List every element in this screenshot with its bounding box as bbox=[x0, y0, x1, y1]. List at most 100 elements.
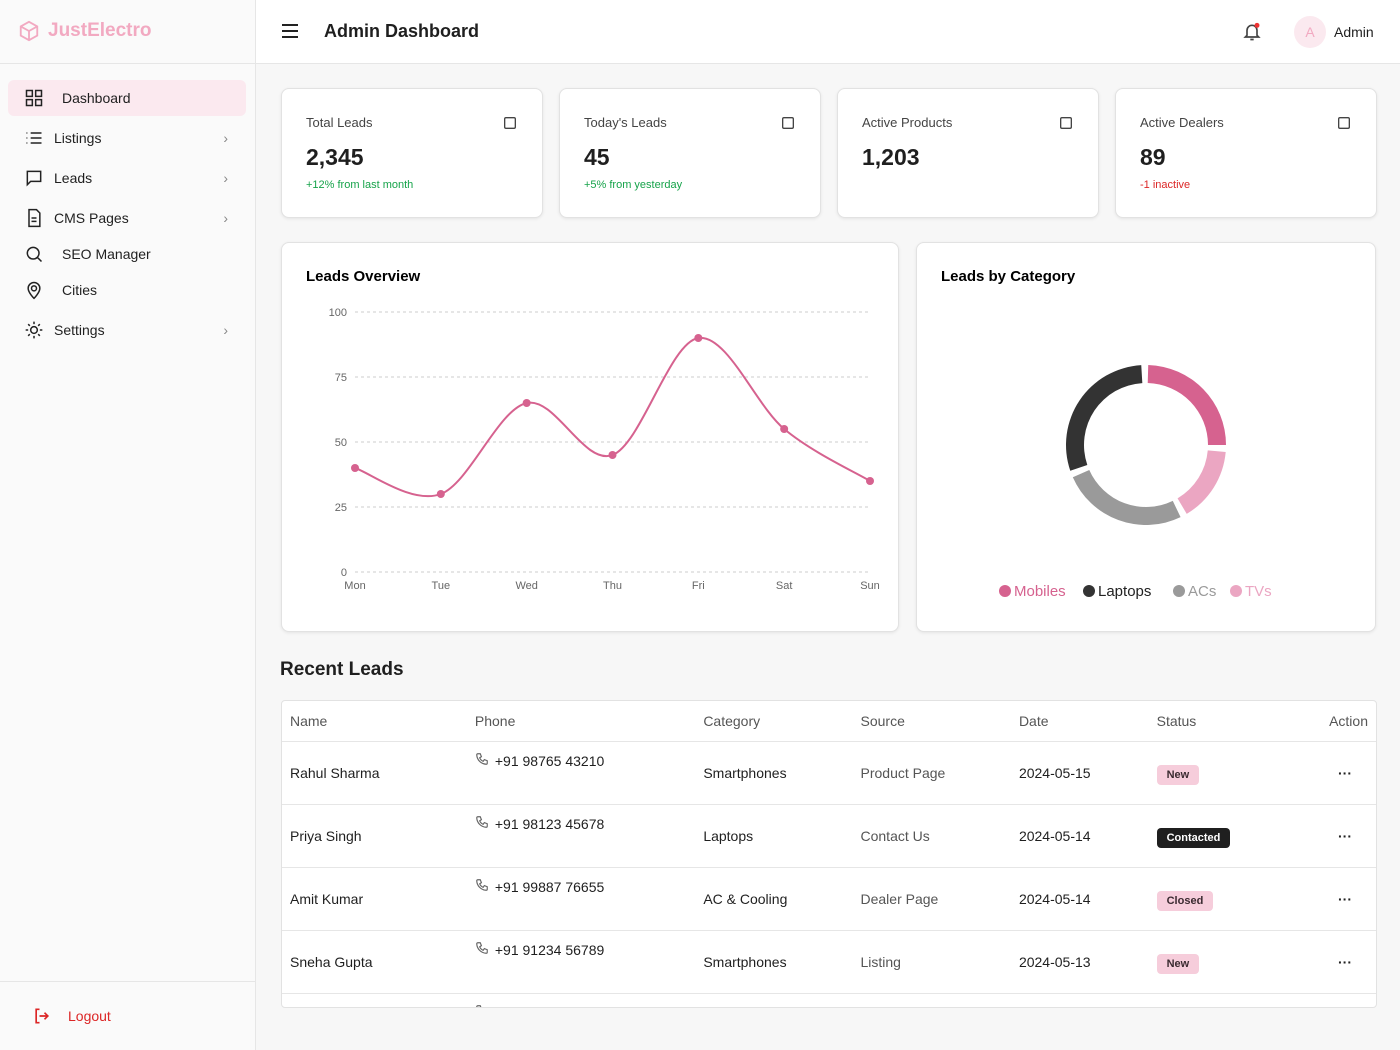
action-cell[interactable]: ··· bbox=[1289, 993, 1376, 1007]
cell: Sneha Gupta bbox=[282, 930, 467, 994]
avatar[interactable]: A bbox=[1294, 16, 1326, 48]
cell-text: Product Page bbox=[860, 765, 946, 781]
action-cell[interactable]: ··· bbox=[1289, 930, 1376, 994]
column-header: Name bbox=[282, 701, 467, 742]
point bbox=[351, 464, 359, 472]
nav-item[interactable]: Leads › bbox=[8, 160, 246, 196]
brand-text: JustElectro bbox=[48, 20, 152, 41]
point bbox=[694, 334, 703, 342]
nav-label: CMS Pages bbox=[54, 210, 129, 226]
user-name[interactable]: Admin bbox=[1334, 24, 1374, 40]
stat-label: Active Products bbox=[862, 115, 953, 130]
table-row: Sneha Gupta +91 91234 56789 Smartphones Lis… bbox=[282, 930, 1376, 994]
y-tick-label: 100 bbox=[329, 307, 347, 319]
cell: +91 99887 76655 bbox=[466, 867, 696, 931]
donut-slice bbox=[1177, 450, 1226, 514]
column-header: Phone bbox=[466, 701, 696, 742]
stat-card: Today's Leads 45 +5% from yesterday bbox=[559, 88, 821, 218]
y-tick-label: 25 bbox=[335, 502, 347, 514]
nav-label: SEO Manager bbox=[62, 246, 151, 262]
nav-item[interactable]: Cities bbox=[8, 272, 246, 308]
table-row: Rahul Sharma +91 98765 43210 Smartphones Pr… bbox=[282, 741, 1376, 805]
nav-label: Settings bbox=[54, 322, 105, 338]
cell: Contacted bbox=[1148, 804, 1290, 868]
cell: Smartphones bbox=[695, 741, 853, 805]
section-title: Recent Leads bbox=[280, 659, 404, 680]
point bbox=[436, 490, 445, 498]
cell: AC & Cooling bbox=[695, 867, 853, 931]
brand[interactable]: JustElectro bbox=[18, 20, 151, 42]
stat-value: 2,345 bbox=[306, 144, 364, 170]
nav-label: Listings bbox=[54, 130, 102, 146]
stat-icon bbox=[1058, 115, 1074, 136]
x-tick-label: Mon bbox=[344, 580, 365, 592]
point bbox=[780, 425, 789, 433]
stat-label: Active Dealers bbox=[1140, 115, 1224, 130]
topbar: Admin Dashboard A Admin bbox=[256, 0, 1400, 64]
cell: 2024-05-14 bbox=[1010, 867, 1149, 931]
logout[interactable]: Logout bbox=[32, 1006, 111, 1026]
cell: 2024-05-14 bbox=[1010, 804, 1149, 868]
cell-text: Laptops bbox=[703, 828, 754, 844]
cell: New bbox=[1148, 741, 1290, 805]
point bbox=[866, 477, 874, 485]
nav-label: Leads bbox=[54, 170, 93, 186]
chevron: › bbox=[223, 210, 228, 226]
column-header: Action bbox=[1289, 701, 1376, 742]
nav-item[interactable]: Settings › bbox=[8, 312, 246, 348]
line-card: Leads Overview 0 25 50 75 100 Mon Tue Wed Thu Fri S… bbox=[281, 242, 899, 632]
legend-swatch bbox=[1083, 585, 1095, 597]
cell-text: Amit Kumar bbox=[290, 891, 364, 907]
cell-text: Dealer Page bbox=[860, 891, 939, 907]
legend-swatch bbox=[1230, 585, 1242, 597]
action-cell[interactable]: ··· bbox=[1289, 804, 1376, 868]
cell-text: 2024-05-14 bbox=[1018, 891, 1091, 907]
nav-item[interactable]: Listings › bbox=[8, 120, 246, 156]
chevron: › bbox=[223, 170, 228, 186]
stat-value: 45 bbox=[584, 144, 610, 170]
chevron: › bbox=[223, 322, 228, 338]
cell-text: 2024-05-13 bbox=[1018, 954, 1091, 970]
stat-icon bbox=[1336, 115, 1352, 136]
donut-slice bbox=[1072, 470, 1181, 525]
chart-title: Leads Overview bbox=[306, 268, 421, 285]
action-cell[interactable]: ··· bbox=[1289, 741, 1376, 805]
cell: 2024-05-15 bbox=[1010, 741, 1149, 805]
header-row: Name Phone Category Source Date Status Action bbox=[282, 701, 1376, 742]
y-tick-label: 0 bbox=[341, 567, 347, 579]
cell: Amit Kumar bbox=[282, 867, 467, 931]
menu-button[interactable] bbox=[282, 24, 298, 38]
notifications[interactable] bbox=[1242, 22, 1262, 42]
nav-item[interactable]: SEO Manager bbox=[8, 236, 246, 272]
donut-card: Leads by Category Mobiles Laptops ACs TVs bbox=[916, 242, 1376, 632]
stat-value: 89 bbox=[1140, 144, 1166, 170]
cell: +91 98765 43210 bbox=[466, 741, 696, 805]
cell: New bbox=[1148, 930, 1290, 994]
column-header: Category bbox=[695, 701, 853, 742]
cell: Laptops bbox=[695, 804, 853, 868]
status-badge: New bbox=[1156, 954, 1200, 974]
point bbox=[608, 451, 617, 459]
cell-text: Smartphones bbox=[703, 954, 787, 970]
legend-label: ACs bbox=[1188, 583, 1216, 600]
leads-table-wrap: Name Phone Category Source Date Status Action R… bbox=[281, 700, 1377, 1008]
column-header: Date bbox=[1010, 701, 1149, 742]
cell: Contact Us bbox=[852, 804, 1011, 868]
x-tick-label: Sun bbox=[860, 580, 880, 592]
nav-item[interactable]: CMS Pages › bbox=[8, 200, 246, 236]
page-title: Admin Dashboard bbox=[324, 21, 480, 41]
legend-label: TVs bbox=[1245, 583, 1272, 600]
column-header: Status bbox=[1148, 701, 1290, 742]
donut-chart: Leads by Category Mobiles Laptops ACs TVs bbox=[941, 268, 1272, 600]
table-row: Amit Kumar +91 99887 76655 AC & Cooling Dea… bbox=[282, 867, 1376, 931]
status-badge: New bbox=[1156, 765, 1200, 785]
nav-item[interactable]: Dashboard bbox=[8, 80, 246, 116]
y-tick-label: 50 bbox=[335, 437, 347, 449]
phone: +91 99887 76655 bbox=[494, 879, 605, 895]
line-chart: Leads Overview 0 25 50 75 100 Mon Tue Wed Thu Fri S… bbox=[306, 268, 880, 592]
x-tick-label: Thu bbox=[603, 580, 622, 592]
action-cell[interactable]: ··· bbox=[1289, 867, 1376, 931]
